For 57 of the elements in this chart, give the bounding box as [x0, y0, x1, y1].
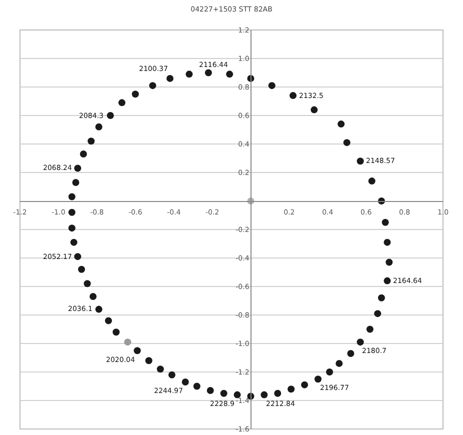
point [386, 258, 393, 266]
point [193, 382, 200, 390]
point [186, 70, 193, 78]
point [338, 120, 345, 128]
point [68, 224, 76, 232]
point [336, 360, 343, 367]
point [204, 69, 212, 76]
point [290, 92, 297, 100]
point [70, 238, 78, 246]
point [356, 338, 364, 346]
point [149, 82, 156, 90]
point [104, 317, 112, 324]
point [343, 139, 350, 146]
point [366, 326, 374, 333]
point [88, 138, 95, 145]
point [118, 99, 126, 106]
point [134, 347, 141, 354]
point [268, 82, 276, 90]
point [378, 294, 385, 302]
point [78, 266, 86, 273]
point [182, 378, 189, 386]
point [310, 106, 318, 114]
point [90, 292, 97, 300]
point [145, 357, 152, 364]
point [314, 376, 322, 383]
point [166, 74, 174, 82]
point [384, 277, 391, 284]
point [124, 338, 132, 346]
point [156, 366, 164, 373]
point [68, 208, 76, 216]
point [112, 328, 120, 336]
point [226, 70, 234, 78]
point [106, 112, 114, 119]
point [384, 238, 391, 246]
point [326, 368, 334, 376]
point [220, 390, 228, 397]
point [234, 391, 241, 398]
point [382, 218, 389, 226]
point [168, 371, 176, 378]
point [356, 158, 364, 165]
point [206, 387, 214, 394]
point [368, 178, 376, 185]
point [347, 350, 354, 357]
point [260, 391, 268, 398]
point [80, 150, 87, 158]
point [374, 310, 382, 318]
point [72, 178, 80, 186]
point [288, 386, 295, 393]
point [132, 90, 139, 98]
point [74, 164, 82, 172]
point [68, 193, 76, 200]
point [74, 253, 82, 260]
point [274, 390, 282, 397]
point [95, 123, 102, 130]
point [301, 381, 308, 388]
point [84, 280, 91, 288]
point [95, 306, 102, 313]
